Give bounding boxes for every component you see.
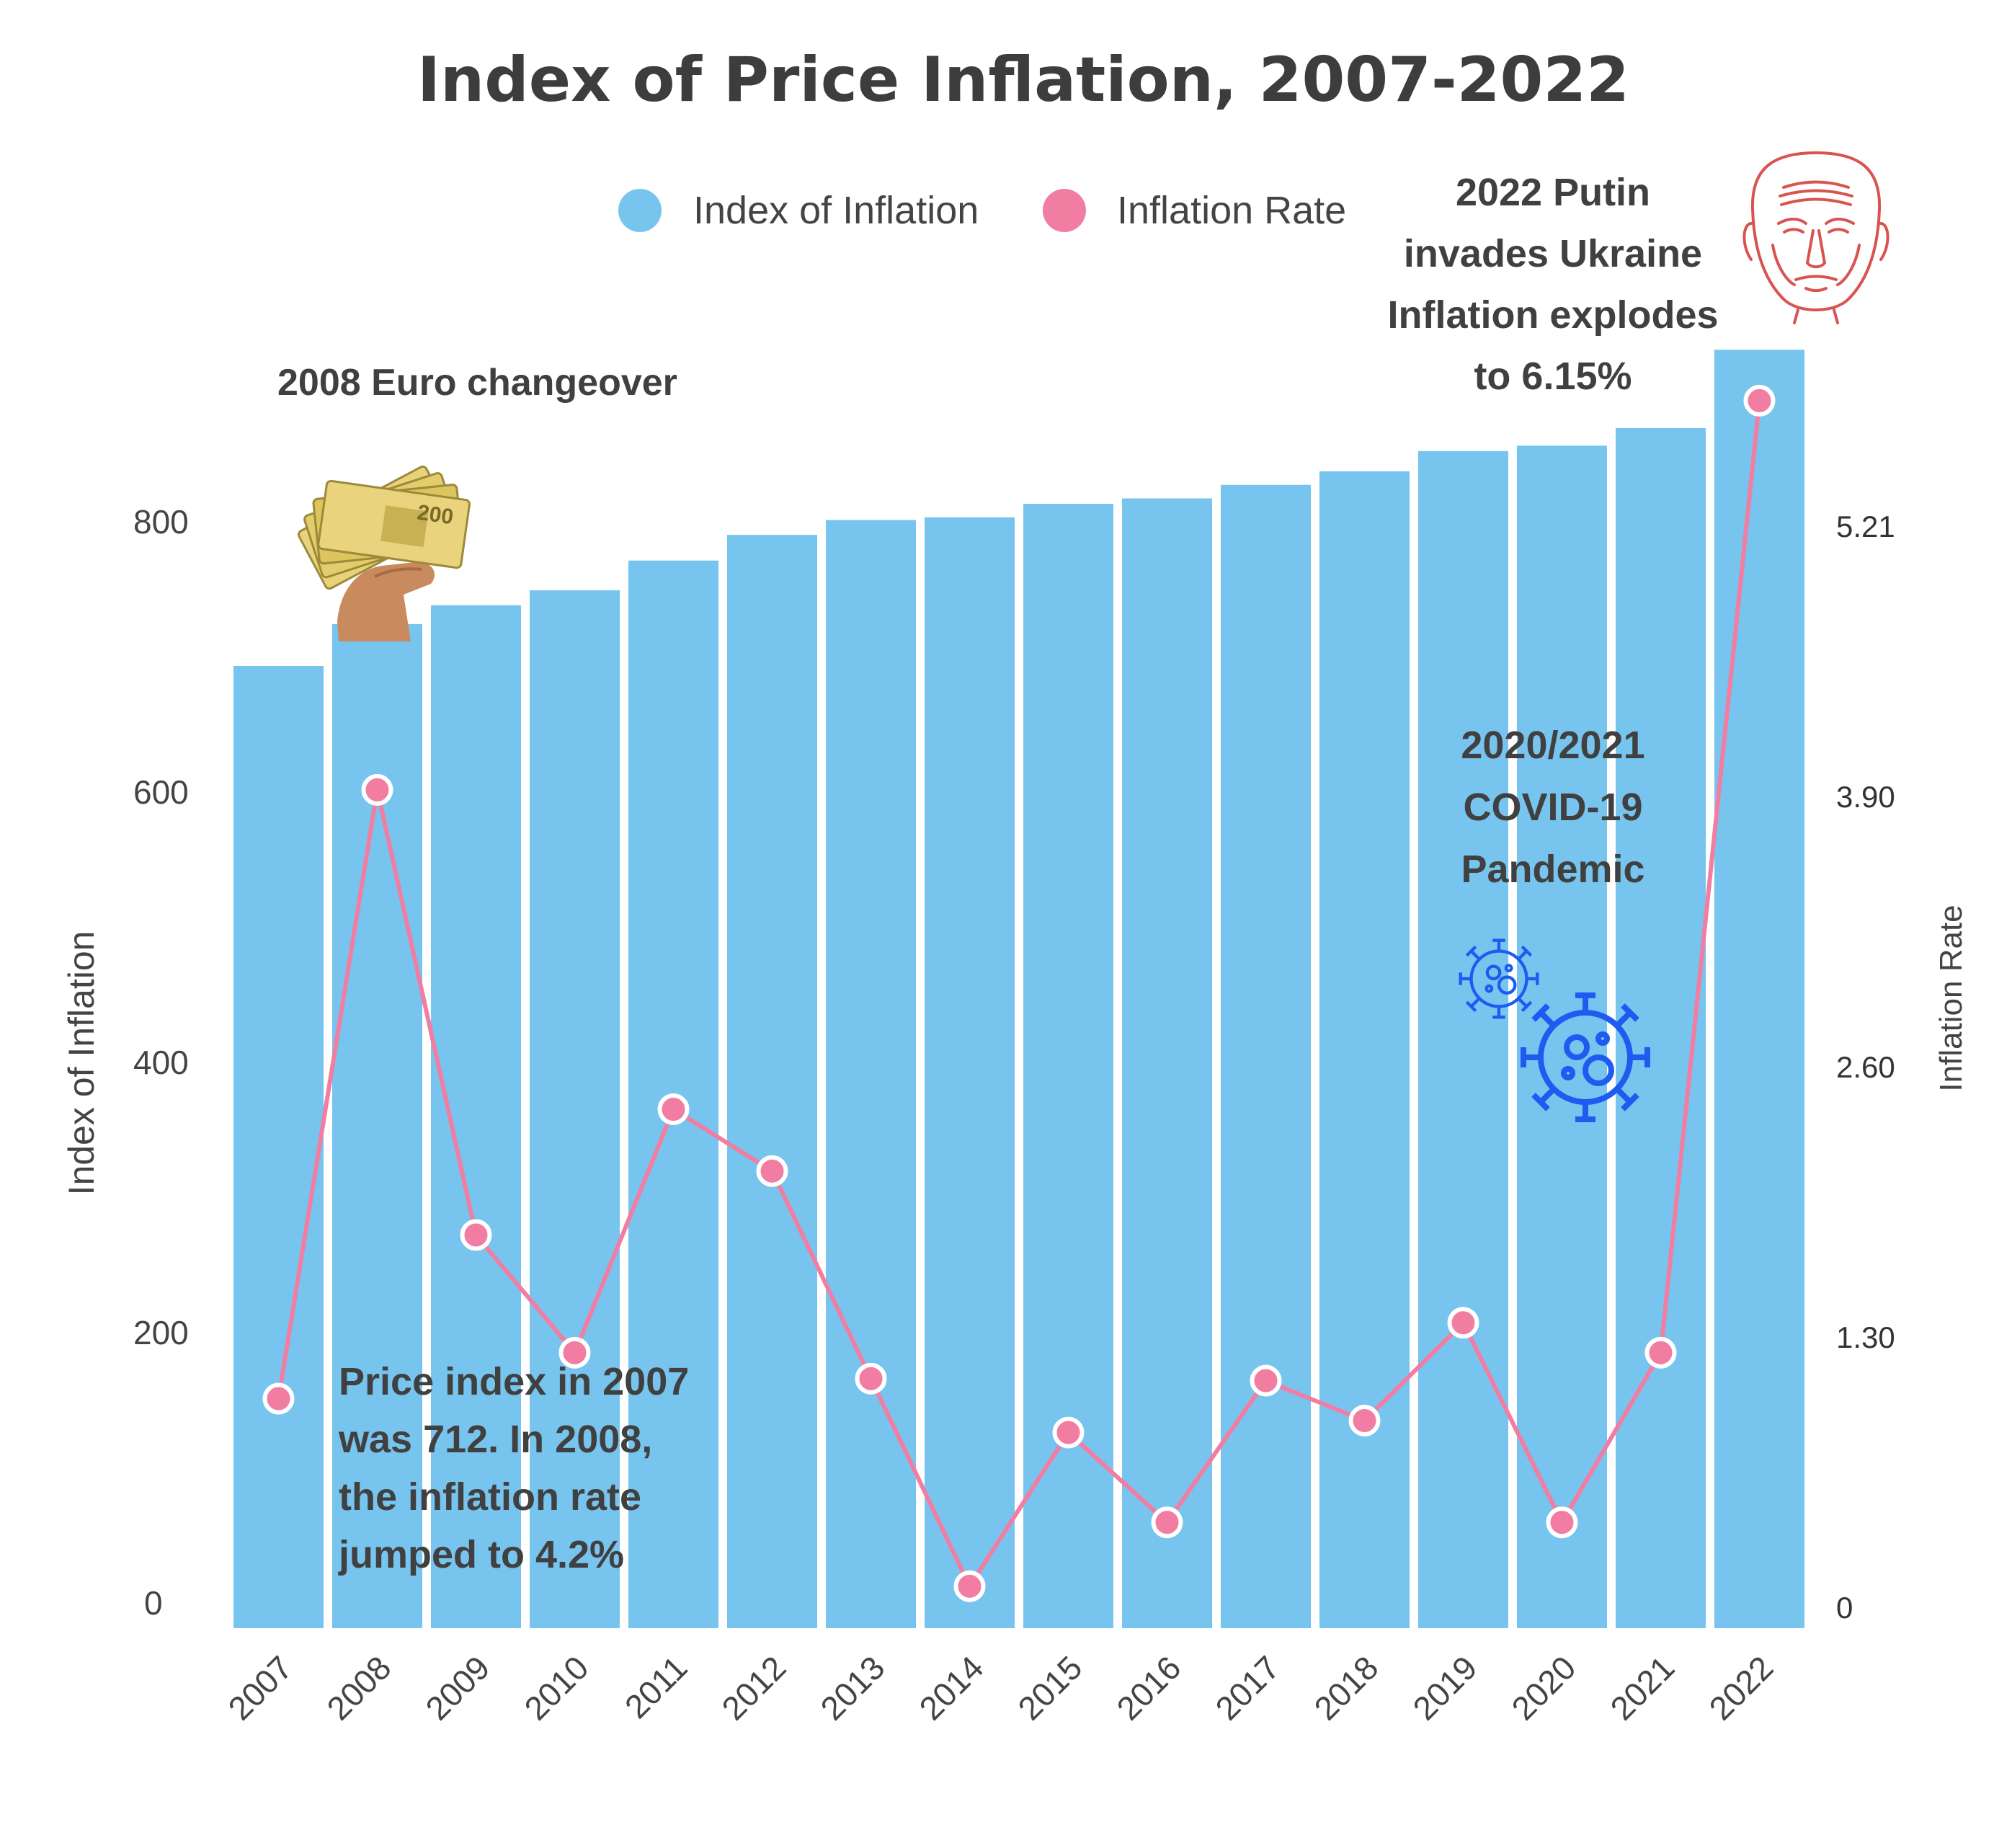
annotation-putin-line: 2022 Putin [1456, 171, 1650, 214]
x-tick-label: 2021 [1603, 1648, 1681, 1727]
annotation-covid-line: Pandemic [1461, 848, 1644, 891]
legend-label-index: Index of Inflation [693, 189, 979, 232]
y-tick-label: 400 [133, 1044, 189, 1081]
y-tick-label: 0 [144, 1584, 163, 1622]
y-tick-label-right: 1.30 [1836, 1320, 1895, 1354]
rate-point-2011 [657, 1093, 690, 1125]
y-tick-label: 600 [133, 773, 189, 811]
y-tick-label-right: 5.21 [1836, 510, 1895, 543]
annotation-covid-line: 2020/2021 [1461, 724, 1644, 767]
y-ticks-left: 0 200 400 600 800 [133, 503, 189, 1622]
annotation-putin-line: Inflation explodes [1387, 293, 1718, 337]
bar-2010 [530, 590, 620, 1628]
rate-point-2018 [1348, 1405, 1381, 1436]
bar-2014 [925, 517, 1015, 1628]
bar-2022 [1714, 350, 1804, 1628]
x-tick-label: 2015 [1010, 1648, 1089, 1727]
x-tick-label: 2012 [714, 1648, 793, 1727]
rate-point-2016 [1151, 1506, 1183, 1539]
annotation-price-line: Price index in 2007 [339, 1360, 689, 1403]
putin-face-line-icon [1742, 151, 1889, 324]
rate-point-2013 [855, 1362, 887, 1395]
annotation-covid: 2020/2021 COVID-19 Pandemic [1461, 724, 1644, 891]
bar-series [233, 350, 1804, 1628]
y-axis-title-right: Inflation Rate [1933, 905, 1969, 1091]
annotation-putin-line: invades Ukraine [1404, 232, 1702, 275]
annotation-putin-line: to 6.15% [1474, 355, 1632, 398]
line-series [262, 384, 1776, 1602]
legend-marker-rate [1043, 189, 1086, 232]
bar-2020 [1517, 445, 1607, 1628]
rate-point-2012 [756, 1155, 788, 1187]
y-tick-label-right: 2.60 [1836, 1050, 1895, 1084]
x-tick-label: 2007 [221, 1648, 299, 1727]
x-tick-label: 2022 [1701, 1648, 1780, 1727]
rate-point-2008 [361, 773, 393, 806]
rate-point-2014 [953, 1570, 986, 1602]
x-tick-label: 2010 [517, 1648, 595, 1727]
rate-point-2017 [1250, 1364, 1282, 1397]
svg-text:200: 200 [416, 501, 455, 530]
rate-point-2020 [1546, 1506, 1578, 1539]
rate-point-2007 [262, 1382, 295, 1415]
legend-marker-index [618, 189, 662, 232]
bar-2018 [1319, 471, 1410, 1628]
virus-icon [1521, 992, 1650, 1122]
bar-2019 [1418, 450, 1508, 1628]
annotation-price-line: jumped to 4.2% [338, 1533, 624, 1576]
x-tick-label: 2018 [1307, 1648, 1385, 1727]
euro-banknotes-in-hand-icon: 200 200 200 200 [297, 465, 471, 641]
y-tick-label-right: 0 [1836, 1591, 1853, 1625]
bar-2016 [1122, 498, 1212, 1628]
annotation-price: Price index in 2007 was 712. In 2008, th… [338, 1360, 689, 1576]
rate-point-2015 [1052, 1416, 1085, 1449]
x-tick-label: 2009 [418, 1648, 497, 1727]
annotation-putin: 2022 Putin invades Ukraine Inflation exp… [1387, 171, 1718, 398]
y-ticks-right: 0 1.30 2.60 3.90 5.21 [1836, 510, 1895, 1625]
x-tick-label: 2020 [1504, 1648, 1583, 1727]
bar-2012 [727, 535, 817, 1628]
inflation-rate-line [276, 400, 1762, 1589]
bar-2021 [1616, 428, 1706, 1628]
y-tick-label: 800 [133, 503, 189, 541]
annotation-euro: 2008 Euro changeover [277, 362, 677, 404]
rate-point-2009 [460, 1219, 492, 1251]
chart-title: Index of Price Inflation, 2007-2022 [417, 44, 1629, 116]
bar-2007 [233, 666, 324, 1628]
rate-point-2022 [1743, 384, 1776, 417]
x-tick-label: 2008 [319, 1648, 398, 1727]
rate-point-2019 [1447, 1307, 1479, 1339]
rate-point-2010 [558, 1336, 591, 1369]
rate-point-2021 [1644, 1336, 1677, 1369]
bar-2013 [826, 520, 916, 1628]
legend-label-rate: Inflation Rate [1117, 189, 1346, 232]
annotation-covid-line: COVID-19 [1463, 786, 1642, 829]
x-axis-labels: 2007 2008 2009 2010 2011 2012 2013 2014 2015 2016… [221, 1648, 1780, 1727]
y-tick-label: 200 [133, 1314, 189, 1351]
x-tick-label: 2014 [912, 1648, 990, 1727]
bar-2009 [431, 605, 521, 1628]
x-tick-label: 2017 [1208, 1648, 1286, 1727]
annotation-price-line: was 712. In 2008, [338, 1418, 652, 1461]
x-tick-label: 2011 [618, 1648, 695, 1725]
x-tick-label: 2013 [813, 1648, 891, 1727]
legend: Index of Inflation Inflation Rate [618, 189, 1346, 232]
y-axis-title-left: Index of Inflation [61, 931, 102, 1196]
annotation-price-line: the inflation rate [339, 1475, 641, 1519]
x-tick-label: 2019 [1405, 1648, 1484, 1727]
bar-2017 [1221, 484, 1311, 1628]
virus-icon [1459, 938, 1539, 1019]
y-tick-label-right: 3.90 [1836, 780, 1895, 814]
x-tick-label: 2016 [1109, 1648, 1188, 1727]
